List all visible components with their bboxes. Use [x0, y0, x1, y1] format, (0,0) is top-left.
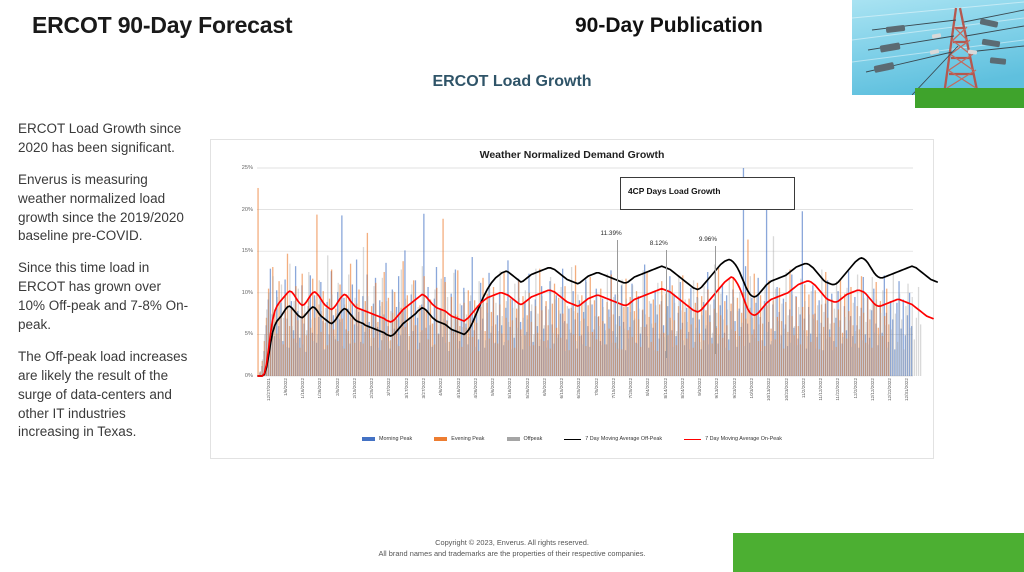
annotation-leader-line	[714, 245, 716, 354]
legend-bar-swatch	[506, 437, 520, 441]
x-tick-label: 6/5/2022	[541, 378, 547, 396]
copyright-line: Copyright © 2023, Enverus. All rights re…	[435, 538, 589, 547]
header-accent-dark-green	[915, 88, 1024, 108]
x-tick-label: 2/15/2022	[351, 378, 357, 399]
y-tick-label: 10%	[241, 289, 253, 296]
x-tick-label: 8/4/2022	[645, 378, 651, 396]
annotation-label: 11.39%	[600, 230, 622, 238]
x-tick-label: 4/26/2022	[472, 378, 478, 399]
legend-label: Offpeak	[523, 436, 543, 442]
copy-paragraph: ERCOT Load Growth since 2020 has been si…	[18, 121, 182, 155]
transmission-tower-photo	[852, 0, 1024, 95]
legend-item: Morning Peak	[361, 436, 413, 442]
y-tick-label: 5%	[244, 331, 253, 338]
x-tick-label: 12/2/2022	[852, 378, 858, 399]
legend-line-swatch	[684, 438, 702, 440]
annotation-leader-line	[665, 249, 667, 358]
annotation-leader-line	[616, 240, 618, 349]
x-tick-label: 5/6/2022	[490, 378, 496, 396]
x-tick-label: 10/23/2022	[783, 378, 789, 401]
legend-item: Evening Peak	[434, 436, 485, 442]
x-tick-label: 7/25/2022	[628, 378, 634, 399]
slide-subtitle: ERCOT Load Growth	[432, 73, 592, 90]
x-tick-label: 5/16/2022	[507, 378, 513, 399]
x-tick-label: 11/12/2022	[818, 378, 824, 401]
x-tick-label: 9/23/2022	[731, 378, 737, 399]
chart-plot-area: 0% 5% 10% 15% 20% 25%	[242, 165, 939, 379]
chart-title: Weather Normalized Demand Growth	[479, 149, 665, 161]
x-tick-label: 4/6/2022	[438, 378, 444, 396]
legend-bar-swatch	[434, 437, 448, 441]
x-tick-label: 8/24/2022	[679, 378, 685, 399]
x-tick-label: 12/31/2022	[904, 378, 910, 401]
y-tick-label: 25%	[241, 165, 253, 171]
x-tick-label: 9/3/2022	[697, 378, 703, 396]
x-tick-label: 10/13/2022	[766, 378, 772, 401]
copy-paragraph: Since this time load in ERCOT has grown …	[18, 260, 189, 333]
copy-paragraph: Enverus is measuring weather normalized …	[18, 171, 184, 244]
annotation-label: 8.12%	[649, 239, 668, 247]
legend-item: 7 Day Moving Average Off-Peak	[564, 436, 662, 442]
legend-label: 7 Day Moving Average Off-Peak	[585, 436, 663, 442]
x-tick-label: 2/25/2022	[369, 378, 375, 399]
x-tick-label: 1/6/2022	[282, 378, 288, 396]
x-tick-label: 9/13/2022	[714, 378, 720, 399]
deck-title: ERCOT 90-Day Forecast	[32, 12, 293, 38]
copy-paragraph: The Off-peak load increases are likely t…	[18, 348, 188, 440]
callout-label: 4CP Days Load Growth	[628, 186, 721, 196]
y-tick-label: 15%	[241, 248, 253, 255]
x-tick-label: 3/17/2022	[403, 378, 409, 399]
x-tick-label: 8/14/2022	[662, 378, 668, 399]
x-tick-label: 12/12/2022	[869, 378, 875, 401]
publication-title: 90-Day Publication	[575, 14, 763, 37]
x-tick-label: 1/26/2022	[317, 378, 323, 399]
x-tick-label: 7/5/2022	[593, 378, 599, 396]
annotation-label: 9.96%	[698, 235, 718, 243]
trademark-line: All brand names and trademarks are the p…	[378, 548, 646, 558]
footer: Copyright © 2023, Enverus. All rights re…	[0, 538, 1024, 559]
x-tick-label: 5/26/2022	[524, 378, 530, 399]
x-tick-label: 10/3/2022	[749, 378, 754, 399]
chart-legend: Morning Peak Evening Peak Offpeak 7 Day Mov…	[211, 436, 933, 442]
footer-accent-green	[733, 533, 1024, 572]
x-tick-label: 12/22/2022	[887, 378, 893, 401]
callout-box: 4CP Days Load Growth	[620, 177, 795, 210]
legend-label: 7 Day Moving Average On-Peak	[705, 436, 783, 442]
x-axis-ticks: 12/27/2021 1/6/2022 1/16/2022 1/26/2022 2/5/…	[257, 378, 913, 434]
legend-label: Morning Peak	[378, 436, 413, 442]
x-tick-label: 11/22/2022	[835, 378, 841, 401]
x-tick-label: 12/27/2021	[265, 378, 271, 401]
y-tick-label: 20%	[241, 206, 253, 213]
x-tick-label: 3/7/2022	[386, 378, 392, 396]
legend-item: 7 Day Moving Average On-Peak	[684, 436, 782, 442]
legend-line-swatch	[564, 438, 582, 440]
x-tick-label: 6/25/2022	[576, 378, 582, 399]
x-tick-label: 11/2/2022	[800, 378, 806, 399]
x-tick-label: 3/27/2022	[421, 378, 426, 399]
legend-bar-swatch	[361, 437, 375, 441]
y-tick-label: 0%	[244, 373, 253, 379]
legend-label: Evening Peak	[451, 436, 485, 442]
x-tick-label: 1/16/2022	[300, 378, 306, 399]
x-tick-label: 4/16/2022	[455, 378, 461, 399]
legend-item: Offpeak	[506, 436, 543, 442]
x-tick-label: 2/5/2022	[334, 378, 340, 396]
x-tick-label: 7/15/2022	[610, 378, 616, 399]
x-tick-label: 6/15/2022	[559, 378, 565, 399]
body-copy: ERCOT Load Growth since 2020 has been si…	[18, 120, 190, 455]
chart-panel: Weather Normalized Demand Growth 0% 5% 10%…	[210, 139, 939, 459]
